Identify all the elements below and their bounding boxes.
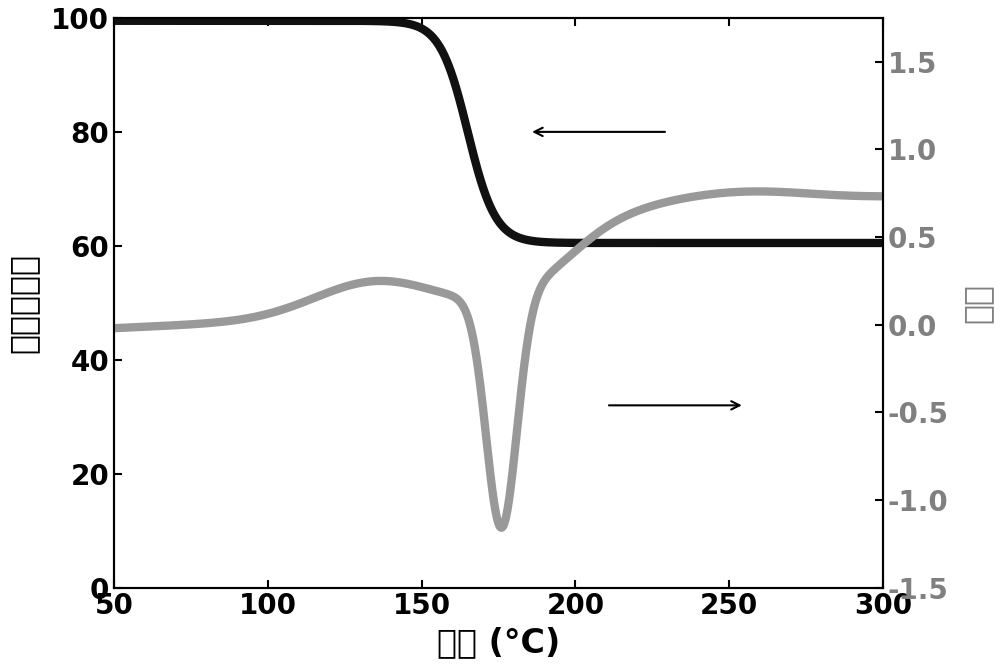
Y-axis label: 失重百分比: 失重百分比 [7,253,40,353]
X-axis label: 温度 (°C): 温度 (°C) [437,626,560,659]
Y-axis label: 熱流: 熱流 [960,283,993,323]
